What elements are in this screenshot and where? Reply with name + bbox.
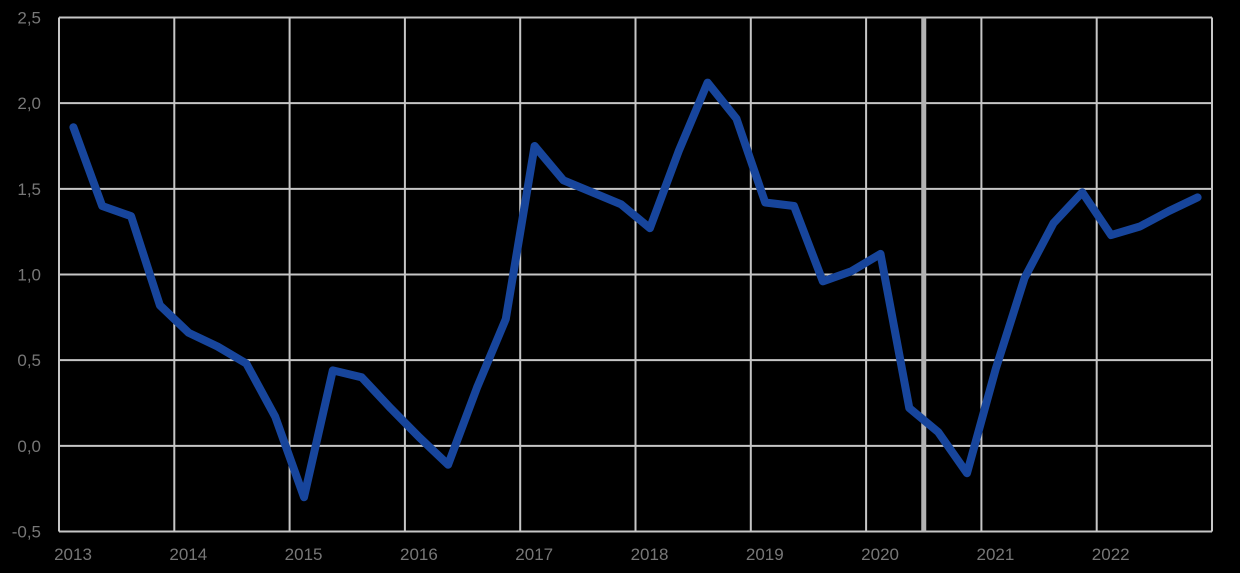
y-tick-label: -0,5 bbox=[12, 523, 41, 542]
y-tick-label: 1,0 bbox=[17, 266, 41, 285]
x-tick-label: 2018 bbox=[631, 545, 669, 564]
y-tick-label: 0,5 bbox=[17, 351, 41, 370]
x-tick-label: 2014 bbox=[169, 545, 207, 564]
x-tick-label: 2013 bbox=[54, 545, 92, 564]
x-tick-label: 2016 bbox=[400, 545, 438, 564]
x-tick-label: 2019 bbox=[746, 545, 784, 564]
y-tick-label: 0,0 bbox=[17, 437, 41, 456]
y-tick-label: 2,0 bbox=[17, 94, 41, 113]
data-line-quarterly-series bbox=[69, 78, 1202, 502]
x-tick-label: 2020 bbox=[861, 545, 899, 564]
x-tick-label: 2022 bbox=[1092, 545, 1130, 564]
y-tick-label: 2,5 bbox=[17, 9, 41, 28]
x-tick-label: 2021 bbox=[976, 545, 1014, 564]
x-tick-label: 2015 bbox=[285, 545, 323, 564]
y-tick-label: 1,5 bbox=[17, 180, 41, 199]
x-tick-label: 2017 bbox=[515, 545, 553, 564]
